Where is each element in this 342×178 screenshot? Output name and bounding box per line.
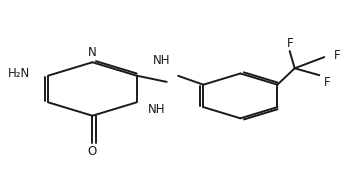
Text: F: F bbox=[324, 76, 331, 89]
Text: O: O bbox=[88, 145, 97, 158]
Text: F: F bbox=[286, 37, 293, 50]
Text: NH: NH bbox=[148, 103, 166, 116]
Text: N: N bbox=[88, 46, 97, 59]
Text: F: F bbox=[333, 49, 340, 62]
Text: H₂N: H₂N bbox=[8, 67, 30, 80]
Text: NH: NH bbox=[153, 54, 170, 67]
